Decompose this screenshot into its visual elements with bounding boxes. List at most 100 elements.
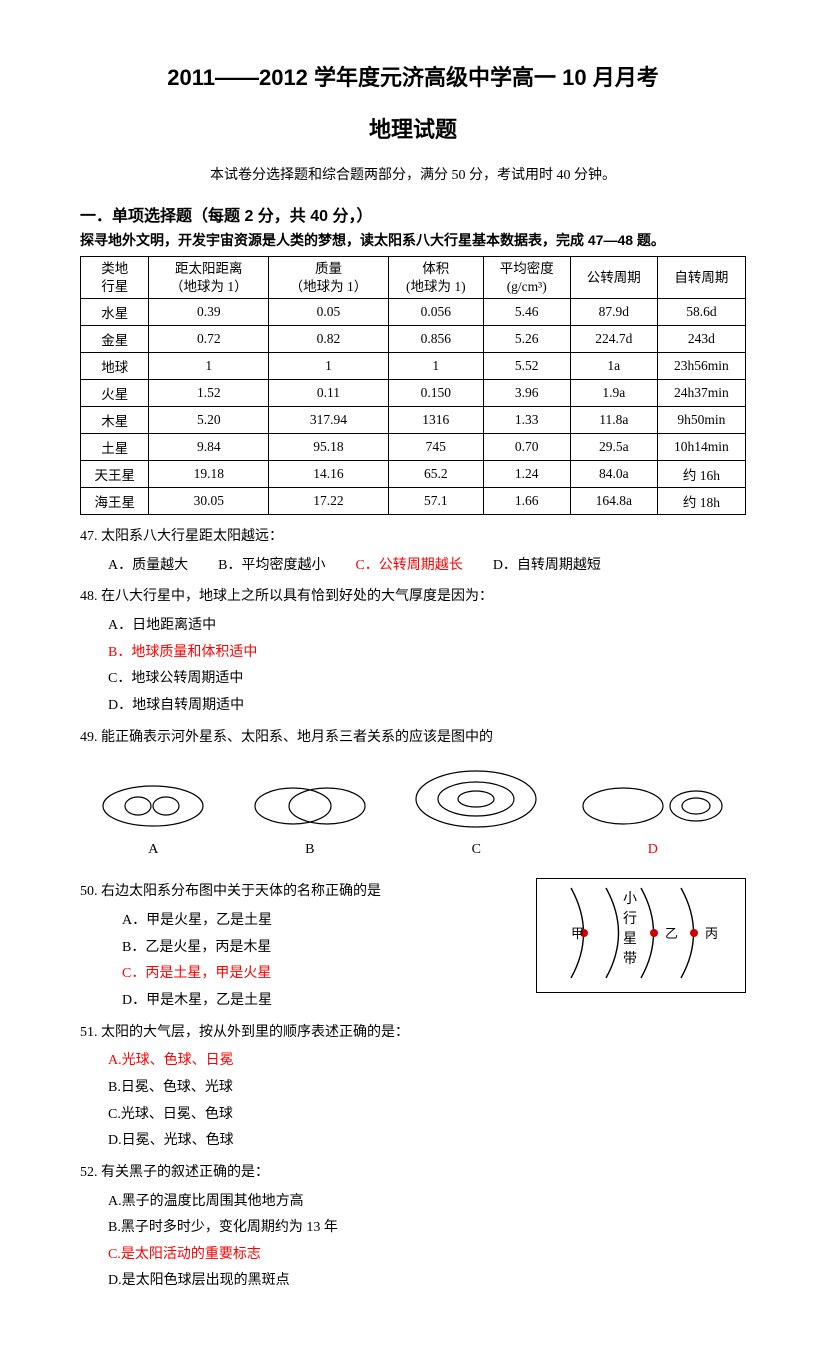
table-cell: 木星 bbox=[81, 407, 149, 434]
q48-opt-a: A．日地距离适中 bbox=[108, 613, 414, 640]
table-cell: 1a bbox=[570, 353, 657, 380]
table-cell: 10h14min bbox=[657, 434, 745, 461]
table-cell: 58.6d bbox=[657, 299, 745, 326]
table-cell: 天王星 bbox=[81, 461, 149, 488]
table-cell: 0.150 bbox=[388, 380, 483, 407]
table-cell: 24h37min bbox=[657, 380, 745, 407]
q48-opt-b: B．地球质量和体积适中 bbox=[108, 640, 414, 667]
q49-diagram-row: A B C D bbox=[80, 767, 746, 858]
col-header: 平均密度 (g/cm³) bbox=[483, 257, 570, 299]
page-title: 2011——2012 学年度元济高级中学高一 10 月月考 bbox=[80, 60, 746, 92]
table-cell: 1316 bbox=[388, 407, 483, 434]
table-cell: 23h56min bbox=[657, 353, 745, 380]
table-cell: 土星 bbox=[81, 434, 149, 461]
table-cell: 金星 bbox=[81, 326, 149, 353]
q47-options: A．质量越大 B．平均密度越小 C．公转周期越长 D．自转周期越短 bbox=[80, 553, 746, 580]
col-header: 自转周期 bbox=[657, 257, 745, 299]
table-cell: 5.52 bbox=[483, 353, 570, 380]
q49-label-a: A bbox=[98, 842, 208, 858]
q50-opt-a: A．甲是火星，乙是土星 bbox=[122, 908, 516, 935]
q50-opt-c: C．丙是土星，甲是火星 bbox=[122, 961, 516, 988]
q49-label-b: B bbox=[245, 842, 375, 858]
table-row: 水星0.390.050.0565.4687.9d58.6d bbox=[81, 299, 746, 326]
table-cell: 87.9d bbox=[570, 299, 657, 326]
table-cell: 5.46 bbox=[483, 299, 570, 326]
question-49: 49. 能正确表示河外星系、太阳系、地月系三者关系的应该是图中的 bbox=[80, 726, 746, 750]
table-cell: 水星 bbox=[81, 299, 149, 326]
table-cell: 地球 bbox=[81, 353, 149, 380]
q51-options: A.光球、色球、日冕 B.日冕、色球、光球 C.光球、日冕、色球 D.日冕、光球… bbox=[80, 1048, 746, 1154]
table-row: 地球1115.521a23h56min bbox=[81, 353, 746, 380]
table-cell: 约 18h bbox=[657, 488, 745, 515]
svg-text:乙: 乙 bbox=[665, 926, 678, 941]
q50-opt-b: B．乙是火星，丙是木星 bbox=[122, 935, 516, 962]
planet-data-table: 类地 行星 距太阳距离 （地球为 1） 质量 （地球为 1） 体积 (地球为 1… bbox=[80, 256, 746, 515]
table-cell: 224.7d bbox=[570, 326, 657, 353]
table-cell: 0.82 bbox=[269, 326, 389, 353]
table-cell: 3.96 bbox=[483, 380, 570, 407]
table-cell: 317.94 bbox=[269, 407, 389, 434]
table-cell: 1.66 bbox=[483, 488, 570, 515]
table-cell: 1 bbox=[149, 353, 269, 380]
table-cell: 9h50min bbox=[657, 407, 745, 434]
q49-label-c: C bbox=[411, 842, 541, 858]
table-cell: 243d bbox=[657, 326, 745, 353]
table-row: 火星1.520.110.1503.961.9a24h37min bbox=[81, 380, 746, 407]
col-header: 公转周期 bbox=[570, 257, 657, 299]
q52-opt-b: B.黑子时多时少，变化周期约为 13 年 bbox=[108, 1215, 414, 1242]
question-47: 47. 太阳系八大行星距太阳越远： bbox=[80, 525, 746, 549]
table-cell: 84.0a bbox=[570, 461, 657, 488]
table-cell: 火星 bbox=[81, 380, 149, 407]
q47-opt-b: B．平均密度越小 bbox=[218, 553, 325, 580]
col-header: 体积 (地球为 1) bbox=[388, 257, 483, 299]
q50-diagram: 甲 乙 丙 小 行 星 带 bbox=[536, 878, 746, 993]
svg-text:丙: 丙 bbox=[705, 926, 718, 941]
table-cell: 1.24 bbox=[483, 461, 570, 488]
exam-info-text: 本试卷分选择题和综合题两部分，满分 50 分，考试用时 40 分钟。 bbox=[80, 164, 746, 184]
table-cell: 0.056 bbox=[388, 299, 483, 326]
table-row: 木星5.20317.9413161.3311.8a9h50min bbox=[81, 407, 746, 434]
q51-opt-c: C.光球、日冕、色球 bbox=[108, 1102, 414, 1129]
q52-options: A.黑子的温度比周围其他地方高 B.黑子时多时少，变化周期约为 13 年 C.是… bbox=[80, 1189, 746, 1295]
table-cell: 95.18 bbox=[269, 434, 389, 461]
table-row: 土星9.8495.187450.7029.5a10h14min bbox=[81, 434, 746, 461]
q50-options: A．甲是火星，乙是土星 B．乙是火星，丙是木星 C．丙是土星，甲是火星 D．甲是… bbox=[80, 908, 516, 1014]
question-group-instruction: 探寻地外文明，开发宇宙资源是人类的梦想，读太阳系八大行星基本数据表，完成 47—… bbox=[80, 230, 746, 250]
section-heading: 一．单项选择题（每题 2 分，共 40 分，） bbox=[80, 202, 746, 226]
q49-diagram-c: C bbox=[411, 767, 541, 858]
svg-text:小: 小 bbox=[623, 891, 637, 907]
table-cell: 5.26 bbox=[483, 326, 570, 353]
q47-opt-a: A．质量越大 bbox=[108, 553, 188, 580]
table-cell: 164.8a bbox=[570, 488, 657, 515]
svg-text:甲: 甲 bbox=[571, 926, 584, 941]
table-cell: 0.856 bbox=[388, 326, 483, 353]
table-cell: 0.05 bbox=[269, 299, 389, 326]
col-header: 质量 （地球为 1） bbox=[269, 257, 389, 299]
table-cell: 1 bbox=[388, 353, 483, 380]
svg-text:行: 行 bbox=[623, 911, 637, 927]
q47-opt-d: D．自转周期越短 bbox=[493, 553, 601, 580]
question-51: 51. 太阳的大气层，按从外到里的顺序表述正确的是： bbox=[80, 1021, 746, 1045]
table-header-row: 类地 行星 距太阳距离 （地球为 1） 质量 （地球为 1） 体积 (地球为 1… bbox=[81, 257, 746, 299]
q49-diagram-a: A bbox=[98, 781, 208, 858]
table-cell: 0.11 bbox=[269, 380, 389, 407]
question-48: 48. 在八大行星中，地球上之所以具有恰到好处的大气厚度是因为： bbox=[80, 585, 746, 609]
q51-opt-a: A.光球、色球、日冕 bbox=[108, 1048, 414, 1075]
table-cell: 海王星 bbox=[81, 488, 149, 515]
q49-diagram-d: D bbox=[578, 781, 728, 858]
table-cell: 29.5a bbox=[570, 434, 657, 461]
table-cell: 30.05 bbox=[149, 488, 269, 515]
table-cell: 5.20 bbox=[149, 407, 269, 434]
svg-text:星: 星 bbox=[623, 932, 637, 947]
q50-opt-d: D．甲是木星，乙是土星 bbox=[122, 988, 516, 1015]
table-cell: 14.16 bbox=[269, 461, 389, 488]
question-50: 50. 右边太阳系分布图中关于天体的名称正确的是 bbox=[80, 880, 516, 904]
q49-label-d: D bbox=[578, 842, 728, 858]
table-cell: 11.8a bbox=[570, 407, 657, 434]
table-cell: 0.72 bbox=[149, 326, 269, 353]
q48-options: A．日地距离适中 B．地球质量和体积适中 C．地球公转周期适中 D．地球自转周期… bbox=[80, 613, 746, 719]
table-cell: 1.33 bbox=[483, 407, 570, 434]
q48-opt-d: D．地球自转周期适中 bbox=[108, 693, 414, 720]
page-subtitle: 地理试题 bbox=[80, 112, 746, 144]
table-cell: 0.39 bbox=[149, 299, 269, 326]
